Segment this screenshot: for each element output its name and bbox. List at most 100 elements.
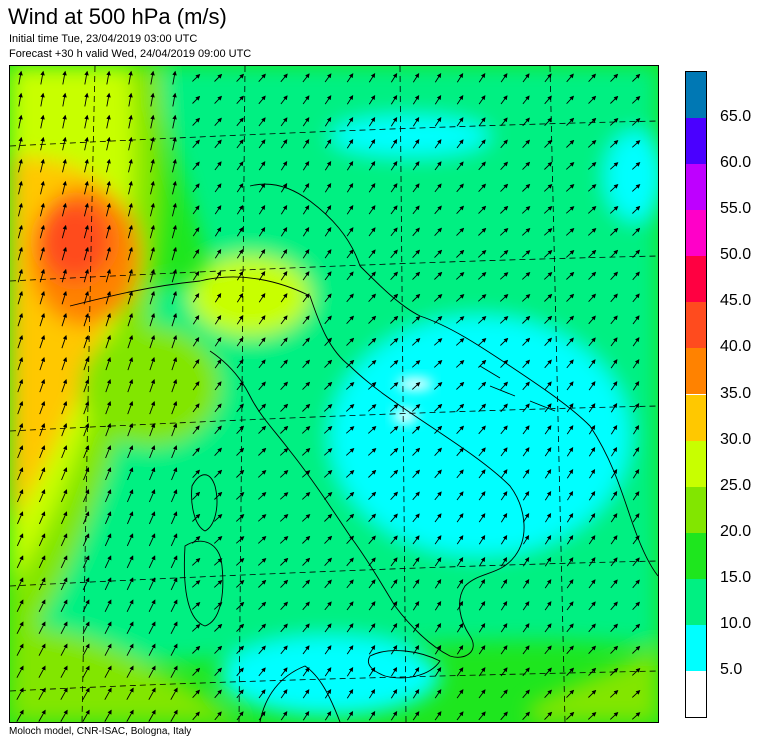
wind-arrow	[126, 577, 134, 591]
wind-arrow	[478, 601, 486, 611]
wind-arrow	[367, 447, 377, 456]
wind-arrow	[456, 469, 464, 479]
wind-arrow	[149, 467, 156, 481]
wind-arrow	[192, 205, 200, 215]
wind-arrow	[390, 447, 399, 456]
wind-arrow	[588, 601, 596, 611]
wind-arrow	[412, 667, 420, 677]
wind-arrow	[61, 334, 68, 349]
colorbar-swatch	[686, 164, 706, 211]
wind-arrow	[346, 293, 354, 303]
wind-arrow	[128, 114, 133, 129]
colorbar-swatch	[686, 670, 706, 717]
wind-arrow	[149, 202, 155, 217]
wind-arrow	[214, 95, 223, 104]
wind-arrow	[170, 687, 178, 700]
wind-arrow	[368, 95, 376, 105]
wind-arrow	[434, 535, 442, 545]
wind-arrow	[412, 161, 420, 171]
wind-arrow	[214, 469, 223, 478]
wind-arrow	[236, 205, 244, 215]
wind-arrow	[104, 621, 112, 635]
wind-arrow	[236, 293, 244, 303]
wind-arrow	[610, 162, 619, 170]
wind-arrow	[434, 403, 443, 412]
wind-arrow	[84, 92, 89, 107]
wind-arrow	[478, 95, 486, 105]
wind-arrow	[126, 555, 134, 569]
wind-arrow	[390, 645, 398, 655]
wind-arrow	[633, 425, 640, 435]
wind-arrow	[588, 249, 597, 258]
wind-arrow	[17, 445, 24, 459]
wind-arrow	[280, 73, 288, 83]
wind-arrow	[544, 359, 552, 369]
wind-arrow	[236, 536, 245, 544]
wind-arrow	[280, 117, 288, 127]
wind-arrow	[84, 70, 89, 85]
wind-arrow	[369, 689, 376, 699]
wind-arrow	[346, 426, 355, 434]
wind-arrow	[126, 687, 134, 700]
wind-arrow	[258, 161, 266, 171]
wind-arrow	[126, 599, 134, 613]
wind-arrow	[368, 645, 376, 655]
wind-arrow	[522, 623, 530, 633]
colorbar-swatch	[686, 440, 706, 487]
wind-arrow	[455, 293, 465, 302]
wind-arrow	[346, 227, 354, 237]
wind-arrow	[412, 205, 420, 215]
wind-arrow	[456, 139, 464, 149]
wind-arrow	[324, 205, 332, 215]
wind-arrow	[501, 557, 508, 567]
wind-arrow	[258, 645, 266, 655]
wind-arrow	[148, 533, 156, 547]
wind-arrow	[632, 712, 641, 720]
wind-arrow	[17, 290, 23, 305]
wind-arrow	[456, 711, 464, 721]
wind-arrow	[150, 92, 155, 107]
wind-arrow	[632, 337, 640, 347]
wind-arrow	[280, 381, 289, 391]
wind-arrow	[170, 555, 178, 569]
wind-arrow	[192, 161, 200, 171]
wind-arrow	[346, 667, 354, 677]
wind-arrow	[434, 601, 442, 611]
wind-arrow	[82, 665, 90, 678]
wind-arrow	[16, 599, 24, 613]
wind-arrow	[82, 489, 90, 503]
wind-arrow	[544, 557, 552, 567]
wind-arrow	[192, 293, 200, 303]
wind-arrow	[192, 337, 200, 347]
wind-arrow	[39, 290, 45, 305]
wind-arrow	[500, 601, 508, 611]
wind-arrow	[38, 577, 46, 591]
wind-arrow	[368, 293, 377, 303]
wind-arrow	[456, 161, 464, 171]
wind-arrow	[302, 359, 311, 369]
wind-arrow	[148, 577, 156, 591]
wind-arrow	[587, 227, 597, 236]
wind-arrow	[543, 183, 553, 192]
wind-arrow	[60, 687, 68, 700]
wind-arrow	[609, 689, 619, 698]
wind-arrow	[522, 645, 530, 655]
wind-arrow	[280, 492, 289, 500]
wind-arrow	[302, 205, 310, 215]
wind-arrow	[83, 312, 90, 327]
wind-arrow	[192, 227, 200, 237]
wind-arrow	[457, 601, 464, 611]
wind-arrow	[17, 467, 24, 481]
wind-arrow	[478, 491, 486, 501]
wind-arrow	[127, 312, 134, 327]
coastlines	[69, 183, 658, 722]
wind-arrow	[566, 601, 574, 611]
wind-arrow	[324, 161, 332, 171]
credit-text: Moloch model, CNR-ISAC, Bologna, Italy	[9, 726, 192, 737]
wind-arrow	[632, 205, 641, 214]
wind-arrow	[368, 117, 376, 127]
wind-arrow	[324, 271, 332, 281]
wind-arrow	[192, 469, 201, 479]
wind-arrow	[566, 73, 574, 83]
wind-arrow	[631, 95, 641, 104]
